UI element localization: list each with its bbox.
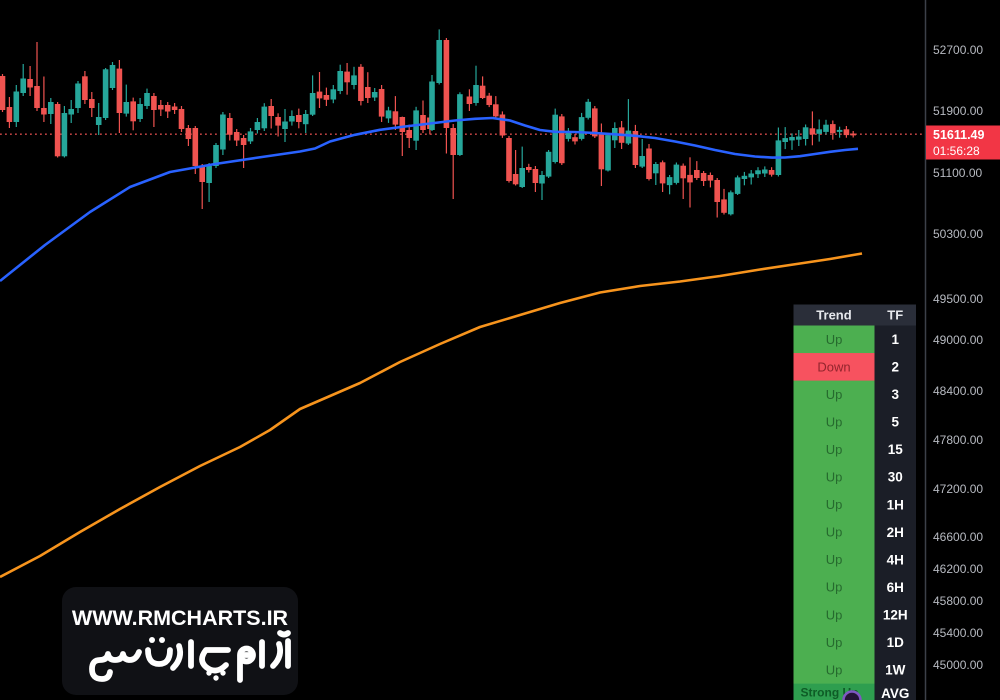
svg-text:Up: Up: [826, 552, 843, 567]
svg-text:TF: TF: [887, 308, 903, 323]
svg-text:47800.00: 47800.00: [933, 433, 983, 447]
svg-text:52700.00: 52700.00: [933, 43, 983, 57]
svg-text:Up: Up: [826, 414, 843, 429]
svg-text:Up: Up: [826, 497, 843, 512]
svg-text:Down: Down: [817, 359, 850, 374]
svg-text:45400.00: 45400.00: [933, 626, 983, 640]
svg-text:47200.00: 47200.00: [933, 482, 983, 496]
svg-text:2: 2: [891, 360, 899, 375]
svg-text:Up: Up: [826, 662, 843, 677]
svg-text:45000.00: 45000.00: [933, 658, 983, 672]
svg-text:30: 30: [888, 470, 903, 485]
svg-text:1H: 1H: [887, 497, 904, 512]
svg-text:48400.00: 48400.00: [933, 384, 983, 398]
svg-text:Up: Up: [826, 525, 843, 540]
svg-text:51100.00: 51100.00: [933, 166, 982, 180]
svg-text:15: 15: [888, 442, 904, 457]
svg-text:12H: 12H: [883, 607, 908, 622]
svg-text:Up: Up: [826, 470, 843, 485]
svg-text:Up: Up: [826, 607, 843, 622]
svg-text:Up: Up: [826, 387, 843, 402]
svg-text:AVG: AVG: [881, 686, 909, 700]
svg-text:51900.00: 51900.00: [933, 104, 983, 118]
svg-text:1: 1: [891, 332, 899, 347]
svg-text:1W: 1W: [885, 663, 906, 678]
svg-text:1D: 1D: [887, 635, 905, 650]
svg-text:5: 5: [891, 415, 899, 430]
svg-text:Trend: Trend: [816, 308, 851, 323]
svg-text:WWW.RMCHARTS.IR: WWW.RMCHARTS.IR: [72, 606, 289, 630]
svg-text:4H: 4H: [887, 552, 904, 567]
svg-text:Up: Up: [826, 332, 843, 347]
svg-text:Up: Up: [826, 580, 843, 595]
svg-text:6H: 6H: [887, 580, 904, 595]
svg-text:46600.00: 46600.00: [933, 530, 983, 544]
svg-text:3: 3: [891, 387, 899, 402]
svg-text:51611.49: 51611.49: [933, 128, 984, 142]
svg-text:2H: 2H: [887, 525, 904, 540]
svg-text:50300.00: 50300.00: [933, 227, 983, 241]
svg-text:46200.00: 46200.00: [933, 562, 983, 576]
svg-text:01:56:28: 01:56:28: [933, 144, 980, 158]
svg-text:49500.00: 49500.00: [933, 292, 983, 306]
svg-text:Up: Up: [826, 635, 843, 650]
svg-text:45800.00: 45800.00: [933, 594, 983, 608]
svg-text:Up: Up: [826, 442, 843, 457]
svg-text:49000.00: 49000.00: [933, 333, 983, 347]
